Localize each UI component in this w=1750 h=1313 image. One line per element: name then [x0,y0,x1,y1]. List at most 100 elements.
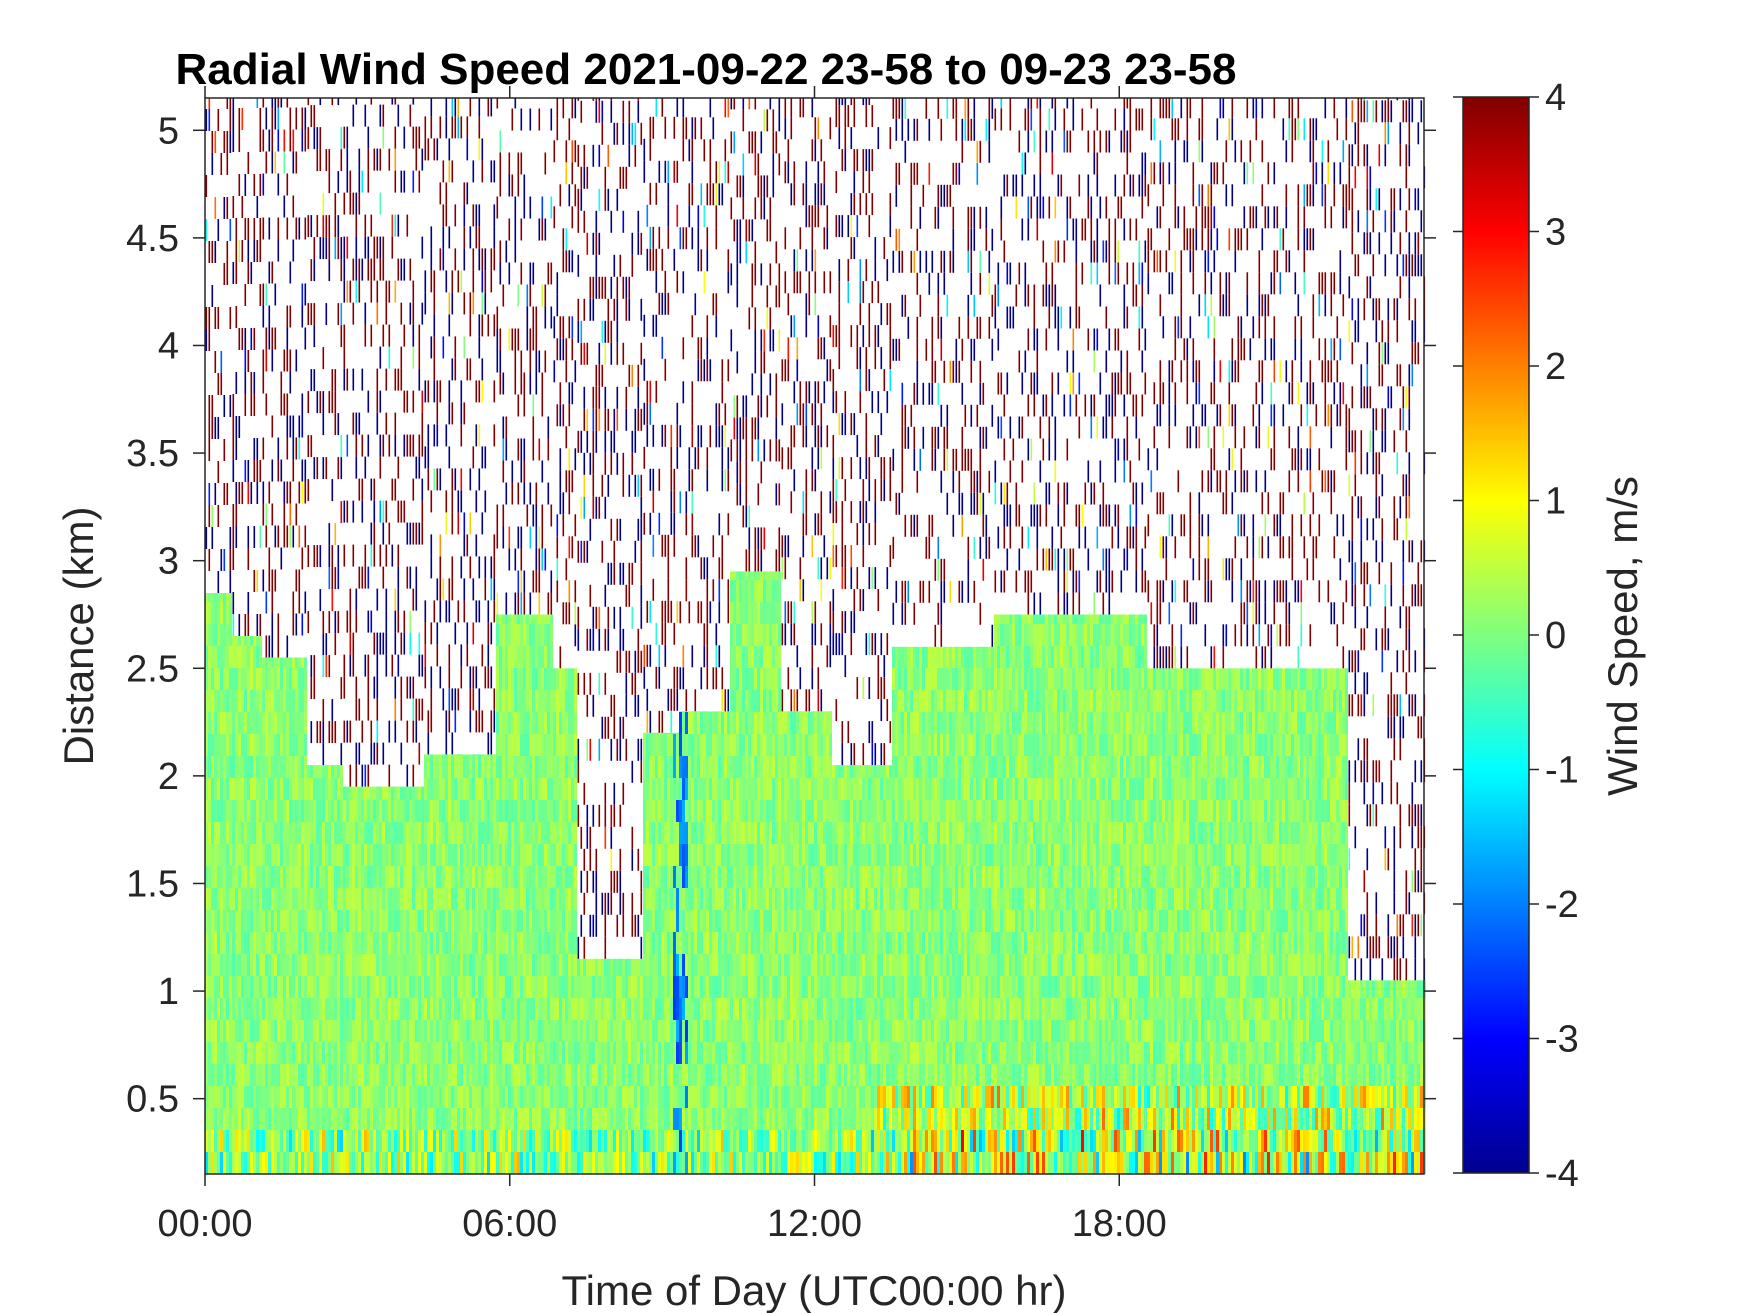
heatmap-cell [484,756,487,778]
heatmap-cell [226,1020,229,1042]
noise-cell [646,380,649,403]
heatmap-cell [379,786,382,800]
heatmap-cell [460,1086,463,1108]
heatmap-cell [292,690,295,712]
noise-cell [361,170,364,193]
noise-cell [679,667,682,690]
noise-cell [499,174,502,197]
heatmap-cell [487,1086,490,1108]
noise-cell [214,307,217,329]
noise-cell [316,149,319,172]
heatmap-cell [316,888,319,910]
heatmap-cell [298,800,301,822]
heatmap-cell [217,866,220,888]
noise-cell [214,483,217,505]
noise-cell [655,622,658,645]
noise-cell [226,131,229,153]
heatmap-cell [265,1108,268,1130]
noise-cell [613,804,616,827]
noise-cell [409,566,412,589]
noise-cell [523,570,526,593]
noise-cell [418,126,421,149]
noise-cell [424,380,427,403]
heatmap-cell [379,1152,382,1174]
heatmap-cell [472,754,475,756]
noise-cell [682,271,685,294]
noise-cell [577,144,580,167]
heatmap-cell [532,1086,535,1108]
noise-cell [259,174,262,196]
heatmap-cell [226,976,229,998]
heatmap-cell [676,1086,679,1108]
noise-cell [631,562,634,585]
heatmap-cell [490,1108,493,1130]
heatmap-cell [514,844,517,866]
heatmap-cell [694,954,697,976]
noise-cell [301,393,304,416]
heatmap-cell [631,1064,634,1086]
heatmap-cell [508,756,511,778]
heatmap-cell [436,1020,439,1042]
noise-cell [562,514,565,537]
heatmap-cell [292,734,295,756]
heatmap-cell [547,932,550,954]
heatmap-cell [247,734,250,756]
heatmap-cell [577,1152,580,1174]
heatmap-cell [262,734,265,756]
heatmap-cell [508,1042,511,1064]
heatmap-cell [346,1108,349,1130]
noise-cell [313,369,316,392]
noise-cell [595,848,598,871]
heatmap-cell [691,1152,694,1174]
noise-cell [460,490,463,513]
heatmap-cell [343,932,346,954]
heatmap-cell [301,657,304,668]
heatmap-cell [328,844,331,866]
heatmap-cell [478,1042,481,1064]
heatmap-cell [268,932,271,954]
noise-cell [301,129,304,152]
heatmap-cell [535,646,538,668]
heatmap-cell [415,1108,418,1130]
noise-cell [295,437,298,460]
heatmap-cell [673,800,676,822]
heatmap-cell [391,954,394,976]
noise-cell [322,743,325,766]
noise-cell [568,580,571,603]
heatmap-cell [370,786,373,800]
noise-cell [331,545,334,568]
heatmap-cell [337,1020,340,1042]
heatmap-cell [217,976,220,998]
heatmap-cell [454,866,457,888]
heatmap-cell [526,712,529,734]
noise-cell [595,870,598,893]
noise-cell [544,306,547,329]
heatmap-cell [514,1152,517,1174]
heatmap-cell [535,954,538,976]
noise-cell [577,98,580,101]
heatmap-cell [364,954,367,976]
heatmap-cell [370,844,373,866]
heatmap-cell [520,756,523,778]
noise-cell [592,430,595,453]
heatmap-cell [637,998,640,1020]
heatmap-cell [511,976,514,998]
noise-cell [268,217,271,240]
heatmap-cell [214,690,217,712]
heatmap-cell [412,1042,415,1064]
noise-cell [547,592,550,615]
noise-cell [649,644,652,667]
heatmap-cell [490,822,493,844]
heatmap-cell [577,1064,580,1086]
heatmap-cell [475,844,478,866]
heatmap-cell [241,822,244,844]
heatmap-cell [454,1042,457,1064]
noise-cell [277,635,280,658]
noise-cell [376,302,379,325]
noise-cell [382,104,385,127]
heatmap-cell [241,800,244,822]
noise-cell [301,481,304,504]
noise-cell [247,482,250,504]
heatmap-cell [541,998,544,1020]
heatmap-cell [442,1108,445,1130]
